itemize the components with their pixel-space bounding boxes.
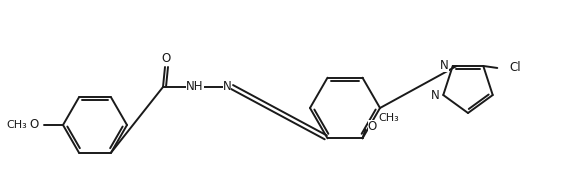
Text: CH₃: CH₃ bbox=[378, 113, 399, 123]
Text: N: N bbox=[440, 60, 449, 72]
Text: O: O bbox=[161, 52, 170, 65]
Text: CH₃: CH₃ bbox=[6, 120, 27, 130]
Text: Cl: Cl bbox=[509, 61, 521, 74]
Text: N: N bbox=[431, 89, 439, 102]
Text: O: O bbox=[367, 120, 377, 133]
Text: NH: NH bbox=[186, 80, 204, 94]
Text: O: O bbox=[30, 118, 39, 132]
Text: N: N bbox=[223, 80, 231, 94]
